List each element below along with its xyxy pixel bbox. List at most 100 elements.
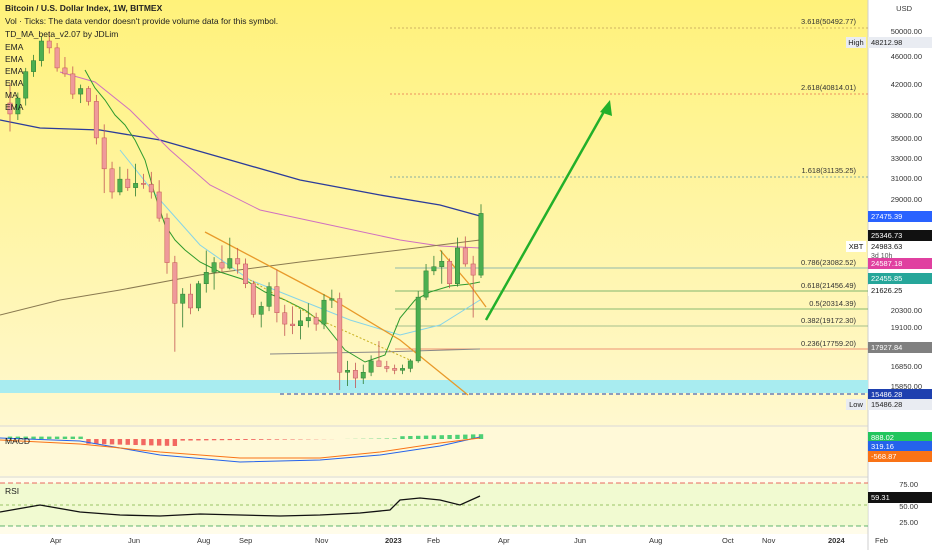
rsi-value: 59.31 [868,492,932,503]
candle [321,299,327,325]
macd-histogram-bar [164,439,170,446]
ma-brown-line [0,239,481,316]
macd-histogram-bar [251,439,256,440]
ma-white-label: 21626.25 [868,285,932,296]
candle [7,102,13,115]
time-tick: Nov [315,536,329,545]
candle [258,306,264,315]
price-tick: 20300.00 [890,306,922,315]
macd-title[interactable]: MACD [5,436,31,446]
ma-label-1[interactable]: EMA [5,42,24,52]
candle [447,260,453,284]
macd-histogram-bar [47,436,52,439]
candle [368,360,374,373]
price-tick: 38000.00 [890,111,922,120]
macd-histogram-bar [274,439,280,440]
candle [423,270,429,298]
macd-hist-value: 888.02 [868,432,932,443]
time-tick: 2023 [385,536,402,545]
ma-grey-label: 17927.84 [868,342,932,353]
macd-histogram-bar [54,436,60,439]
time-tick: Oct [722,536,734,545]
candle [478,213,484,276]
candle [86,88,91,102]
macd-histogram-bar [156,439,162,446]
rsi-line [0,495,481,517]
candle [376,360,382,367]
ma-blue-label: 27475.39 [868,211,932,222]
macd-histogram-bar [219,439,225,441]
time-tick: 2024 [828,536,845,545]
candle [31,60,37,72]
macd-histogram-bar [266,439,272,440]
price-tick: 33000.00 [890,154,922,163]
candle [274,286,280,313]
rsi-title[interactable]: RSI [5,486,20,496]
time-tick: Feb [427,536,440,545]
macd-histogram-bar [455,434,460,439]
price-tick: 16850.00 [890,362,922,371]
candle [23,71,29,99]
ma-label-2[interactable]: EMA [5,54,24,64]
macd-histogram-bar [70,436,75,439]
volume-note: Vol · Ticks: The data vendor doesn't pro… [5,16,279,26]
downtrend-line [204,231,469,396]
candle [38,40,44,61]
fib-label-3618: 3.618(50492.77) [800,17,856,26]
symbol-tag: XBT [846,241,866,252]
macd-signal-line [0,437,481,459]
candle [211,262,217,273]
ma-label-5[interactable]: MA [5,90,18,100]
time-tick: Feb [875,536,888,545]
candle [360,371,366,379]
price-tick: 19100.00 [890,323,922,332]
candle [109,168,115,193]
candle [141,183,146,185]
candle [282,312,288,325]
macd-histogram-bar [172,439,178,446]
indicator-name[interactable]: TD_MA_beta_v2.07 by JDLim [5,29,119,39]
time-tick: Apr [50,536,62,545]
macd-histogram-bar [133,439,138,445]
ma-label-4[interactable]: EMA [5,78,24,88]
price-tick: 50000.00 [890,27,922,36]
candle [180,293,186,304]
candle [227,258,233,269]
candle [164,217,170,263]
candle [266,286,272,307]
macd-histogram-bar [94,439,99,444]
macd-histogram-bar [7,436,13,439]
macd-histogram-bar [180,439,185,441]
fib-label-0786: 0.786(23082.52) [800,258,856,267]
macd-histogram-bar [227,439,232,441]
ma-grey-line [269,348,481,355]
macd-histogram-bar [259,439,264,440]
macd-histogram-bar [141,439,146,446]
last-price-value: 24983.63 [871,242,903,251]
price-tick: 46000.00 [890,52,922,61]
ma-label-3[interactable]: EMA [5,66,24,76]
macd-histogram-bar [62,436,68,439]
last-price-label: XBT 24983.63 3d 10h [846,241,932,261]
ma-label-6[interactable]: EMA [5,102,24,112]
time-tick: Aug [649,536,663,545]
candle [62,67,68,75]
time-tick: Jun [574,536,587,545]
currency-label: USD [896,4,912,13]
macd-histogram-bar [86,439,91,444]
candle [46,40,52,49]
bar-countdown: 3d 10h [871,253,893,260]
macd-histogram-bar [439,435,444,439]
rsi-tick-75: 75.00 [899,480,918,489]
fib-label-2618: 2.618(40814.01) [800,83,856,92]
fib-label-0382: 0.382(19172.30) [800,316,856,325]
macd-histogram-bar [196,439,201,441]
macd-histogram-bar [149,439,154,446]
fib-label-05: 0.5(20314.39) [809,299,856,308]
candle [415,296,421,362]
time-tick: Apr [498,536,510,545]
candle [313,317,319,325]
macd-histogram-bar [39,436,44,439]
candle [470,263,476,276]
